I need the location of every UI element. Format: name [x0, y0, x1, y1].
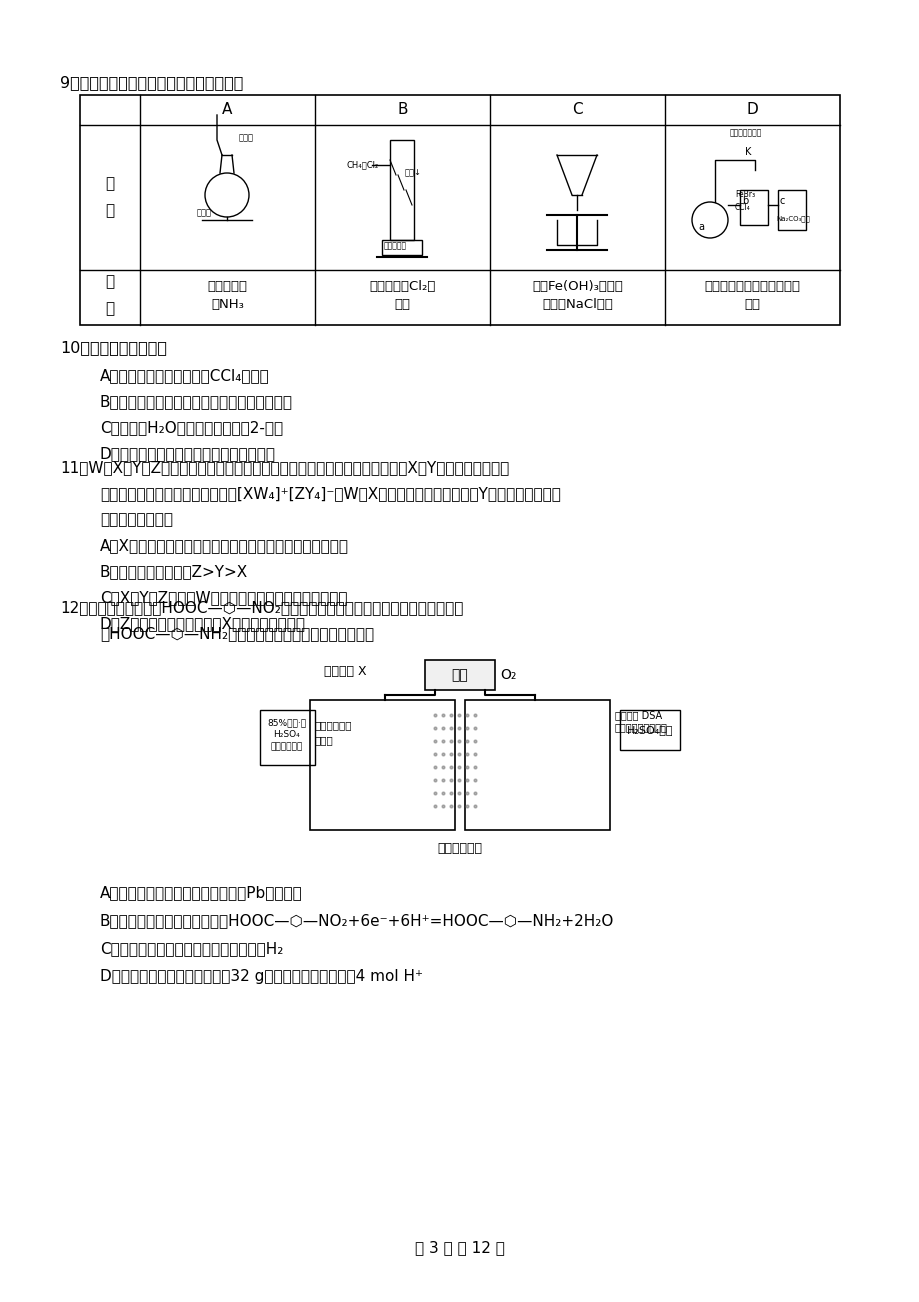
Bar: [739, 190, 767, 225]
Text: A．X的液态氮化物常用作制冷剂，与其存在分子间氢键有关: A．X的液态氮化物常用作制冷剂，与其存在分子间氢键有关: [100, 538, 348, 553]
Bar: [619, 710, 679, 750]
Text: c: c: [779, 197, 785, 206]
Bar: [80, 95, 839, 326]
Text: 装
置: 装 置: [106, 176, 115, 217]
Text: CCl₄: CCl₄: [734, 203, 750, 212]
Text: C．丙烯与H₂O加成可制得纯净的2-丙醇: C．丙烯与H₂O加成可制得纯净的2-丙醇: [100, 421, 283, 435]
Bar: [260, 710, 314, 766]
Bar: [381, 240, 422, 255]
Text: 快速制备少
量NH₃: 快速制备少 量NH₃: [208, 280, 247, 310]
Text: 电源: 电源: [451, 668, 468, 682]
Text: Na₂CO₃溶液: Na₂CO₃溶液: [775, 215, 809, 221]
Text: （HOOC—⬡—NH₂）的装置如图。下列说法中错误的是: （HOOC—⬡—NH₂）的装置如图。下列说法中错误的是: [100, 626, 374, 641]
Text: A．装置中铅合金电极与铅蓄电池的Pb电极相连: A．装置中铅合金电极与铅蓄电池的Pb电极相连: [100, 885, 302, 900]
Text: CH₄和Cl₂: CH₄和Cl₂: [346, 160, 379, 169]
Text: C: C: [572, 103, 582, 117]
Text: D．阳极电解质溶液的质量减少32 g，则由右池向左池迁移4 mol H⁺: D．阳极电解质溶液的质量减少32 g，则由右池向左池迁移4 mol H⁺: [100, 969, 423, 984]
Text: a: a: [698, 223, 703, 232]
Text: 苯和溴的混合液: 苯和溴的混合液: [729, 128, 762, 137]
Text: D: D: [746, 103, 757, 117]
Text: D．糖类、油脂、蛋白质均能发生水解反应: D．糖类、油脂、蛋白质均能发生水解反应: [100, 447, 276, 461]
Text: 制备溴苯并验证发生了取代
反应: 制备溴苯并验证发生了取代 反应: [704, 280, 800, 310]
Text: 饱和食盐水: 饱和食盐水: [383, 241, 407, 250]
Text: FeBr₃: FeBr₃: [734, 190, 754, 199]
Text: B．简单阴离子半径：Z>Y>X: B．简单阴离子半径：Z>Y>X: [100, 564, 248, 579]
Text: 9．下列实验装置能达到相关实验目的的是: 9．下列实验装置能达到相关实验目的的是: [60, 76, 244, 90]
Text: 少量气体 X: 少量气体 X: [323, 665, 366, 678]
Bar: [464, 700, 609, 829]
Text: 11．W、X、Y、Z为四种原子序数依次增大的短周期非金属主族元素，其中只有X、Y位于同周期，四种: 11．W、X、Y、Z为四种原子序数依次增大的短周期非金属主族元素，其中只有X、Y…: [60, 460, 509, 475]
Text: B: B: [397, 103, 407, 117]
Bar: [425, 660, 494, 690]
Text: 元素可形成航天飞船的火箭推进剂[XW₄]⁺[ZY₄]⁻，W与X的最外层电子数之和等于Y的最外层电子数。: 元素可形成航天飞船的火箭推进剂[XW₄]⁺[ZY₄]⁻，W与X的最外层电子数之和…: [100, 486, 561, 501]
Text: 85%乙醇·水: 85%乙醇·水: [267, 717, 306, 727]
Text: 目
的: 目 的: [106, 273, 115, 316]
Text: D．Z的最高价含氧酸酸性比X的最高价含氧酸强: D．Z的最高价含氧酸酸性比X的最高价含氧酸强: [100, 616, 306, 631]
Text: （不参与电极反应）: （不参与电极反应）: [614, 723, 667, 732]
Bar: [310, 700, 455, 829]
Text: B．阴极的主要电极反应式为：HOOC—⬡—NO₂+6e⁻+6H⁺=HOOC—⬡—NH₂+2H₂O: B．阴极的主要电极反应式为：HOOC—⬡—NO₂+6e⁻+6H⁺=HOOC—⬡—…: [100, 913, 614, 928]
Text: C．X、Y、Z均可与W形成含有极性键和非极性键的分子: C．X、Y、Z均可与W形成含有极性键和非极性键的分子: [100, 590, 347, 605]
Bar: [777, 190, 805, 230]
Text: 铅合金: 铅合金: [314, 736, 334, 745]
Text: 探究甲烷和Cl₂的
反应: 探究甲烷和Cl₂的 反应: [369, 280, 436, 310]
Text: 10．下列说法正确的是: 10．下列说法正确的是: [60, 340, 167, 355]
Text: A．用蒸馏水可以鉴别苯、CCl₄和乙醇: A．用蒸馏水可以鉴别苯、CCl₄和乙醇: [100, 368, 269, 383]
Text: K: K: [744, 147, 751, 158]
Text: 除去Fe(OH)₃胶体中
混有的NaCl溶液: 除去Fe(OH)₃胶体中 混有的NaCl溶液: [531, 280, 622, 310]
Text: B．碳原子越多的烷烃其一氯代物的种数也越多: B．碳原子越多的烷烃其一氯代物的种数也越多: [100, 395, 292, 409]
Text: H₂SO₄: H₂SO₄: [273, 730, 300, 740]
Text: 液氨水: 液氨水: [239, 133, 254, 142]
Text: 强光↓: 强光↓: [404, 168, 422, 177]
Text: 对氨基苯甲酸: 对氨基苯甲酸: [314, 720, 352, 730]
Text: A: A: [222, 103, 233, 117]
Text: 阳离子交换膜: 阳离子交换膜: [437, 842, 482, 855]
Text: 第 3 页 共 12 页: 第 3 页 共 12 页: [414, 1240, 505, 1255]
Text: 下列说法错误的是: 下列说法错误的是: [100, 512, 173, 527]
Text: b: b: [742, 197, 747, 206]
Text: 12．以对硝基苯甲酸（HOOC—⬡—NO₂）为原料，用铅蓄电池电解合成对氨基苯甲酸: 12．以对硝基苯甲酸（HOOC—⬡—NO₂）为原料，用铅蓄电池电解合成对氨基苯甲…: [60, 600, 463, 615]
Text: O₂: O₂: [499, 668, 516, 682]
Bar: [390, 141, 414, 240]
Text: C．生成对氨基苯甲酸的同时还产生少量H₂: C．生成对氨基苯甲酸的同时还产生少量H₂: [100, 941, 283, 956]
Text: 对硝基苯甲酸: 对硝基苯甲酸: [270, 742, 302, 751]
Text: H₂SO₄，水: H₂SO₄，水: [626, 725, 673, 736]
Text: 生石灰: 生石灰: [197, 208, 211, 217]
Text: 金属阳极 DSA: 金属阳极 DSA: [614, 710, 662, 720]
